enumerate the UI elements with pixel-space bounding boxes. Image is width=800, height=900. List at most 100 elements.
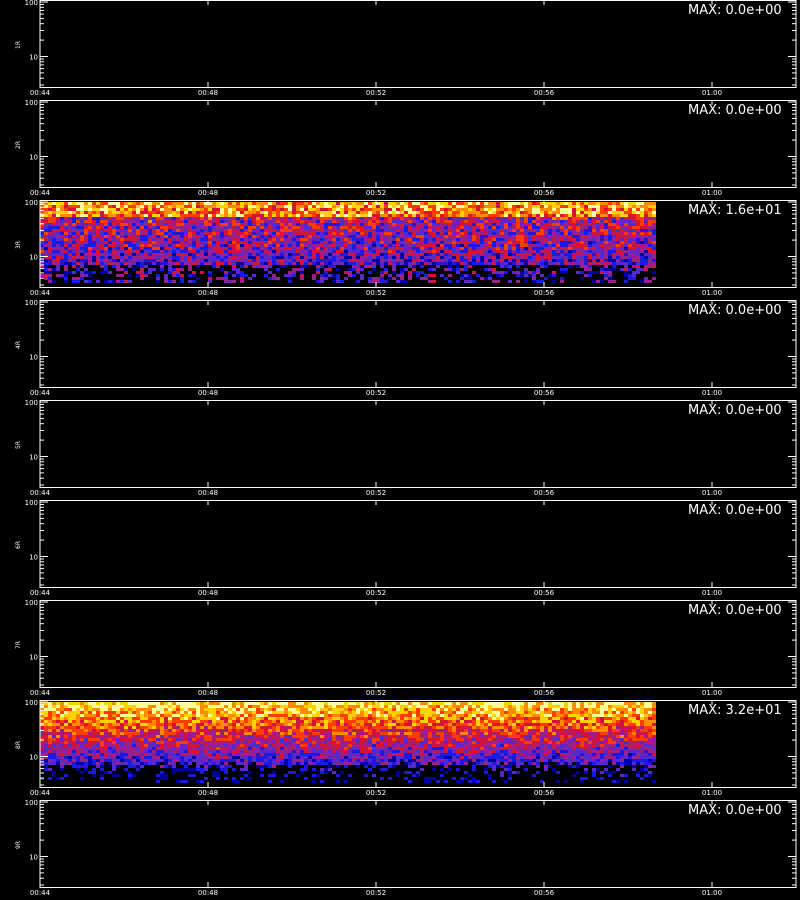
heatmap-cell [596,226,600,229]
heatmap-cell [388,226,392,229]
heatmap-cell [520,211,524,214]
heatmap-cell [244,253,248,256]
heatmap-cell [184,208,188,211]
heatmap-cell [260,217,264,220]
heatmap-cell [324,220,328,223]
heatmap-cell [388,214,392,217]
heatmap-cell [360,211,364,214]
heatmap-cell [244,262,248,265]
heatmap-cell [576,238,580,241]
heatmap-cell [132,708,136,711]
heatmap-cell [280,262,284,265]
heatmap-cell [484,711,488,714]
heatmap-cell [456,247,460,250]
heatmap-cell [220,253,224,256]
x-tick-label: 00:52 [366,589,386,597]
heatmap-cell [144,708,148,711]
heatmap-cell [344,202,348,205]
heatmap-cell [116,229,120,232]
heatmap-cell [324,223,328,226]
heatmap-cell [484,247,488,250]
heatmap-cell [616,229,620,232]
heatmap-cell [120,247,124,250]
heatmap-cell [148,247,152,250]
x-tick-label: 00:56 [534,489,555,497]
heatmap-cell [452,717,456,720]
heatmap-cell [180,205,184,208]
heatmap-cell [76,277,80,280]
heatmap-cell [416,271,420,274]
heatmap-cell [488,241,492,244]
heatmap-cell [344,220,348,223]
heatmap-cell [616,253,620,256]
heatmap-cell [308,214,312,217]
heatmap-cell [76,247,80,250]
heatmap-cell [76,208,80,211]
heatmap-cell [572,220,576,223]
heatmap-cell [116,214,120,217]
heatmap-cell [360,238,364,241]
heatmap-cell [564,714,568,717]
heatmap-cell [136,259,140,262]
heatmap-cell [428,250,432,253]
x-tick-label: 01:00 [702,489,722,497]
heatmap-cell [528,223,532,226]
heatmap-cell [624,280,628,283]
heatmap-cell [604,220,608,223]
heatmap-cell [312,208,316,211]
heatmap-cell [344,229,348,232]
heatmap-cell [44,202,48,205]
heatmap-cell [496,717,500,720]
heatmap-cell [416,226,420,229]
heatmap-cell [40,259,44,262]
heatmap-cell [548,217,552,220]
heatmap-cell [336,717,340,720]
heatmap-cell [352,229,356,232]
heatmap-cell [220,268,224,271]
heatmap-cell [484,250,488,253]
heatmap-cell [356,250,360,253]
heatmap-cell [132,717,136,720]
heatmap-cell [572,253,576,256]
heatmap-cell [500,238,504,241]
heatmap-cell [144,229,148,232]
heatmap-cell [348,208,352,211]
heatmap-cell [136,253,140,256]
heatmap-cell [92,247,96,250]
heatmap-cell [524,708,528,711]
heatmap-cell [564,226,568,229]
heatmap-cell [328,274,332,277]
heatmap-cell [84,708,88,711]
heatmap-cell [192,226,196,229]
heatmap-cell [472,714,476,717]
heatmap-cell [408,274,412,277]
heatmap-cell [300,265,304,268]
heatmap-cell [608,232,612,235]
heatmap-cell [336,223,340,226]
heatmap-cell [472,226,476,229]
heatmap-cell [512,250,516,253]
heatmap-cell [520,717,524,720]
heatmap-cell [368,277,372,280]
heatmap-cell [328,235,332,238]
heatmap-cell [64,268,68,271]
heatmap-cell [236,714,240,717]
heatmap-cell [184,232,188,235]
heatmap-cell [276,229,280,232]
heatmap-cell [276,717,280,720]
heatmap-cell [412,259,416,262]
heatmap-cell [588,232,592,235]
heatmap-cell [424,208,428,211]
heatmap-cell [460,247,464,250]
heatmap-cell [556,232,560,235]
heatmap-cell [368,229,372,232]
heatmap-cell [440,711,444,714]
heatmap-cell [344,238,348,241]
heatmap-cell [44,241,48,244]
heatmap-cell [52,211,56,214]
heatmap-cell [592,714,596,717]
heatmap-cell [380,262,384,265]
heatmap-cell [392,717,396,720]
heatmap-cell [308,232,312,235]
heatmap-cell [96,244,100,247]
